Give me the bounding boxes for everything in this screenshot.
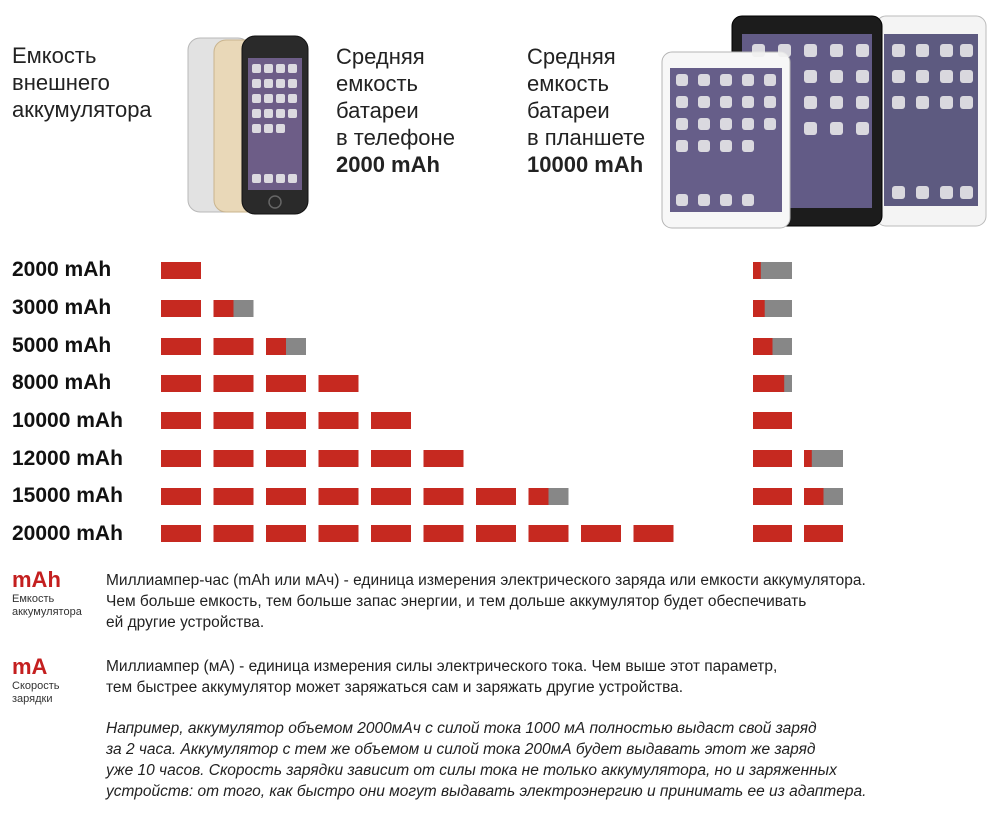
subtitle-line: Емкость (12, 593, 55, 605)
tablet-charge-block (753, 525, 792, 542)
tablet-charge-block (753, 375, 785, 392)
phone-charge-block (371, 488, 411, 505)
phone-charge-block (266, 450, 306, 467)
subtitle-line: зарядки (12, 693, 53, 705)
phone-charge-block (318, 450, 359, 467)
category-label: 10000 mAh (12, 409, 123, 432)
phone-charge-block (213, 450, 254, 467)
tablet-capacity-value: 10000 mAh (527, 152, 644, 177)
heading-line: в планшете (527, 125, 646, 150)
phone-charge-block (161, 262, 201, 279)
phone-charge-block (423, 525, 464, 542)
category-label: 20000 mAh (12, 522, 123, 545)
phone-charge-block (161, 375, 201, 392)
phone-charge-block (581, 525, 621, 542)
subtitle-line: Скорость (12, 680, 60, 692)
tablet-charge-block (753, 488, 792, 505)
phone-charge-block (371, 450, 411, 467)
tablet-image (661, 15, 987, 229)
text-line: за 2 часа. Аккумулятор с тем же объемом … (106, 741, 816, 758)
term-ma-subtitle: Скорость зарядки (12, 680, 60, 706)
term-mah: mAh (12, 567, 61, 592)
category-label: 3000 mAh (12, 296, 112, 319)
tablet-capacity-heading: Средняя емкость батареи в планшете 10000… (527, 43, 645, 178)
ma-description: Миллиампер (мА) - единица измерения силы… (106, 656, 777, 698)
phone-charge-block (213, 338, 254, 355)
phone-charge-block (266, 412, 306, 429)
phone-charge-block (423, 488, 464, 505)
text-line: ей другие устройства. (106, 614, 265, 631)
phone-charge-block (161, 412, 201, 429)
tablet-charge-block (753, 262, 761, 279)
phone-charge-block (371, 412, 411, 429)
tablet-charge-block (804, 525, 843, 542)
tablet-charge-block (804, 450, 812, 467)
tablet-charge-block-empty (804, 450, 843, 467)
tablet-charge-block (753, 412, 792, 429)
phone-charge-block (266, 375, 306, 392)
phone-charge-block (161, 338, 201, 355)
text-line: Миллиампер-час (mAh или мАч) - единица и… (106, 572, 866, 589)
phone-charge-block (213, 412, 254, 429)
text-line: Например, аккумулятор объемом 2000мАч с … (106, 720, 817, 737)
phone-charge-block (318, 525, 359, 542)
phone-charge-block (633, 525, 674, 542)
external-battery-heading: Емкость внешнего аккумулятора (12, 42, 152, 123)
phone-capacity-value: 2000 mAh (336, 152, 440, 177)
phone-charge-block (161, 450, 201, 467)
phone-charge-block (266, 525, 306, 542)
phone-charge-block (161, 525, 201, 542)
text-line: Миллиампер (мА) - единица измерения силы… (106, 658, 778, 675)
phone-charge-block (161, 300, 201, 317)
subtitle-line: аккумулятора (12, 606, 82, 618)
example-paragraph: Например, аккумулятор объемом 2000мАч с … (106, 718, 866, 802)
term-mah-subtitle: Емкость аккумулятора (12, 593, 82, 619)
tablet-charge-block-empty (753, 262, 792, 279)
heading-line: в телефоне (336, 125, 455, 150)
phone-charge-block (213, 488, 254, 505)
heading-line: аккумулятора (12, 97, 152, 122)
phone-charge-block (266, 488, 306, 505)
heading-line: Емкость (12, 43, 97, 68)
phone-charge-block (423, 450, 464, 467)
phone-charge-block (213, 375, 254, 392)
term-ma: mA (12, 654, 48, 679)
phone-image (187, 35, 309, 215)
phone-charge-block (476, 488, 516, 505)
heading-line: батареи (336, 98, 419, 123)
phone-charge-block (213, 525, 254, 542)
phone-charge-block (318, 412, 359, 429)
heading-line: емкость (527, 71, 610, 96)
phone-charge-block (161, 488, 201, 505)
mah-description: Миллиампер-час (mAh или мАч) - единица и… (106, 570, 866, 633)
category-label: 8000 mAh (12, 371, 112, 394)
phone-capacity-heading: Средняя емкость батареи в телефоне 2000 … (336, 43, 455, 178)
heading-line: Средняя (336, 44, 425, 69)
category-label: 5000 mAh (12, 334, 112, 357)
phone-charge-block (476, 525, 516, 542)
capacity-block-chart (161, 262, 843, 542)
heading-line: внешнего (12, 70, 110, 95)
phone-charge-block (318, 375, 359, 392)
tablet-charge-block (753, 450, 792, 467)
heading-line: батареи (527, 98, 610, 123)
phone-charge-block (266, 338, 286, 355)
phone-charge-block (318, 488, 359, 505)
tablet-charge-block (804, 488, 824, 505)
text-line: Чем больше емкость, тем больше запас эне… (106, 593, 807, 610)
phone-charge-block (371, 525, 411, 542)
heading-line: Средняя (527, 44, 616, 69)
category-label: 12000 mAh (12, 447, 123, 470)
phone-charge-block (528, 488, 549, 505)
heading-line: емкость (336, 71, 419, 96)
text-line: тем быстрее аккумулятор может заряжаться… (106, 679, 684, 696)
text-line: устройств: от того, как быстро они могут… (106, 783, 867, 800)
phone-charge-block (213, 300, 234, 317)
category-label: 2000 mAh (12, 258, 112, 281)
tablet-charge-block (753, 300, 765, 317)
text-line: уже 10 часов. Скорость зарядки зависит о… (106, 762, 837, 779)
tablet-charge-block (753, 338, 773, 355)
phone-charge-block (528, 525, 569, 542)
category-label: 15000 mAh (12, 484, 123, 507)
